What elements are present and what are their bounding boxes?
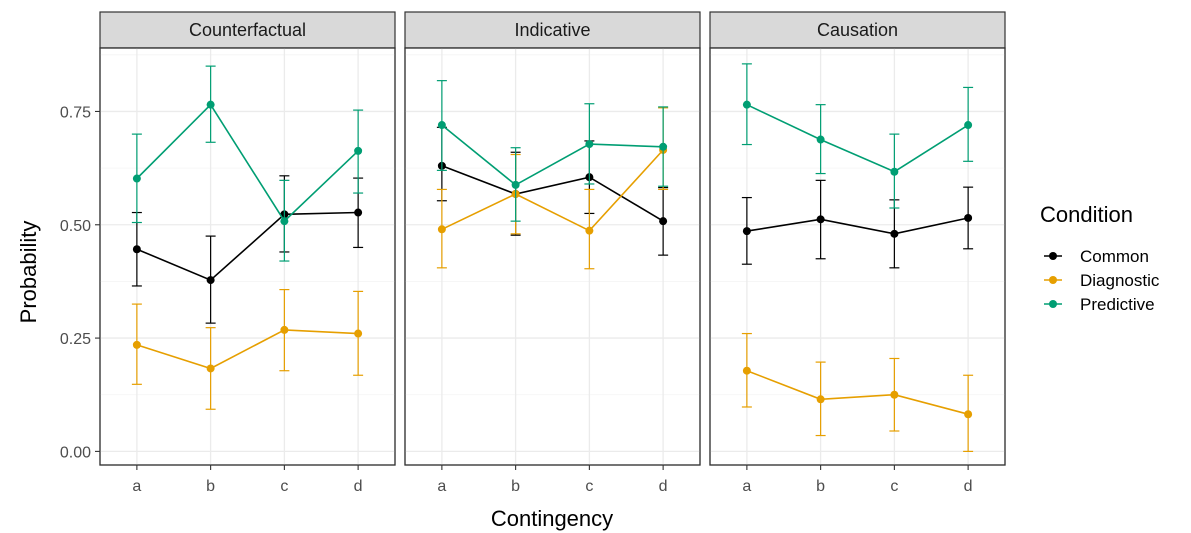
facet-strip	[404, 11, 701, 49]
series-line	[441, 124, 664, 186]
data-point	[585, 140, 594, 149]
data-point	[206, 364, 215, 373]
legend-label: Predictive	[1080, 295, 1155, 314]
y-tick-label: 0.25	[60, 331, 91, 348]
legend-label: Common	[1080, 247, 1149, 266]
data-point	[816, 395, 825, 404]
facet-label: Causation	[817, 20, 898, 40]
legend-item: Predictive	[1044, 295, 1155, 314]
data-point	[132, 340, 141, 349]
data-point	[280, 217, 289, 226]
data-point	[354, 146, 363, 155]
series-group	[741, 179, 974, 269]
x-tick-label: d	[659, 478, 668, 495]
x-tick-label: a	[742, 478, 751, 495]
data-point	[964, 121, 973, 130]
facet-panel: Counterfactual a b c d	[99, 11, 396, 495]
data-point	[816, 215, 825, 224]
series-line	[746, 103, 969, 173]
series-line	[136, 329, 359, 370]
x-tick-label: c	[280, 478, 288, 495]
facet-label: Counterfactual	[189, 20, 306, 40]
legend-item: Common	[1044, 247, 1149, 266]
legend-item: Diagnostic	[1044, 271, 1160, 290]
panel-background	[709, 47, 1006, 466]
data-point	[890, 229, 899, 238]
panel-background	[404, 47, 701, 466]
facet-strip	[709, 11, 1006, 49]
data-point	[742, 227, 751, 236]
series-line	[136, 211, 359, 282]
data-point	[659, 217, 668, 226]
x-tick-label: d	[354, 478, 363, 495]
data-point	[132, 245, 141, 254]
data-point	[206, 100, 215, 109]
x-tick-label: a	[132, 478, 141, 495]
legend-key-point	[1049, 252, 1057, 260]
legend-key-point	[1049, 276, 1057, 284]
x-tick-label: d	[964, 478, 973, 495]
series-line	[441, 165, 664, 222]
data-point	[132, 174, 141, 183]
y-axis: 0.00 0.25 0.50 0.75	[60, 104, 100, 461]
x-axis-title: Contingency	[491, 506, 613, 531]
series-group	[741, 332, 974, 453]
data-point	[437, 121, 446, 130]
legend: Condition Common Diagnostic Predictive	[1040, 202, 1160, 314]
data-point	[742, 366, 751, 375]
data-point	[890, 390, 899, 399]
series-line	[136, 103, 359, 223]
x-tick-label: b	[816, 478, 825, 495]
data-point	[511, 180, 520, 189]
facet-panel: Indicative a b c d	[404, 11, 701, 495]
data-point	[890, 167, 899, 176]
x-tick-label: c	[585, 478, 593, 495]
data-point	[742, 100, 751, 109]
x-tick-label: b	[511, 478, 520, 495]
panel-border	[404, 47, 701, 466]
data-point	[280, 325, 289, 334]
y-axis-title: Probability	[16, 221, 41, 324]
x-tick-label: c	[890, 478, 898, 495]
data-point	[206, 276, 215, 285]
y-tick-label: 0.00	[60, 444, 91, 461]
data-point	[964, 410, 973, 419]
series-group	[131, 288, 364, 410]
series-group	[741, 63, 974, 209]
data-point	[659, 142, 668, 151]
y-tick-label: 0.50	[60, 218, 91, 235]
facet-panel: Causation a b c d	[709, 11, 1006, 495]
series-line	[441, 149, 664, 232]
series-group	[131, 65, 364, 262]
data-point	[585, 226, 594, 235]
legend-title: Condition	[1040, 202, 1133, 227]
series-line	[746, 369, 969, 415]
legend-label: Diagnostic	[1080, 271, 1160, 290]
facet-label: Indicative	[514, 20, 590, 40]
x-tick-label: b	[206, 478, 215, 495]
panel-border	[709, 47, 1006, 466]
y-tick-label: 0.75	[60, 104, 91, 121]
panel-border	[99, 47, 396, 466]
panel-background	[99, 47, 396, 466]
data-point	[354, 329, 363, 338]
x-tick-label: a	[437, 478, 446, 495]
data-point	[437, 225, 446, 234]
facet-strip	[99, 11, 396, 49]
data-point	[816, 135, 825, 144]
data-point	[964, 213, 973, 222]
series-group	[436, 80, 669, 222]
legend-key-point	[1049, 300, 1057, 308]
series-line	[746, 217, 969, 235]
data-point	[354, 208, 363, 217]
